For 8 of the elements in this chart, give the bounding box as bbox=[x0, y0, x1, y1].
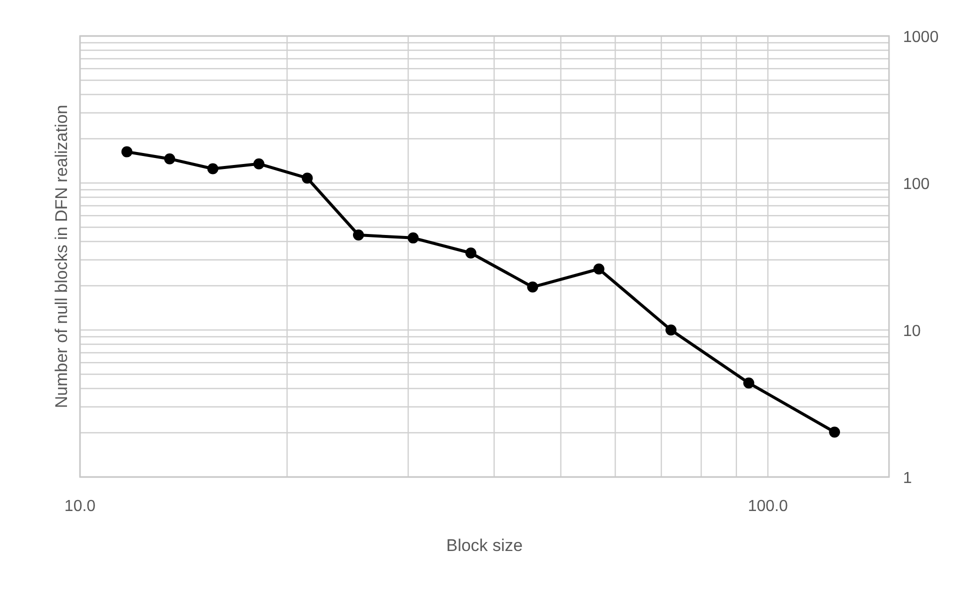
x-tick-label: 10.0 bbox=[64, 498, 96, 515]
x-axis-title: Block size bbox=[446, 536, 523, 555]
y-tick-label: 100 bbox=[903, 176, 930, 193]
y-axis-title: Number of null blocks in DFN realization bbox=[52, 104, 71, 408]
y-tick-label: 1 bbox=[903, 470, 912, 487]
y-tick-label: 1000 bbox=[903, 29, 939, 46]
y-tick-label: 10 bbox=[903, 323, 921, 340]
x-tick-label: 100.0 bbox=[748, 498, 788, 515]
